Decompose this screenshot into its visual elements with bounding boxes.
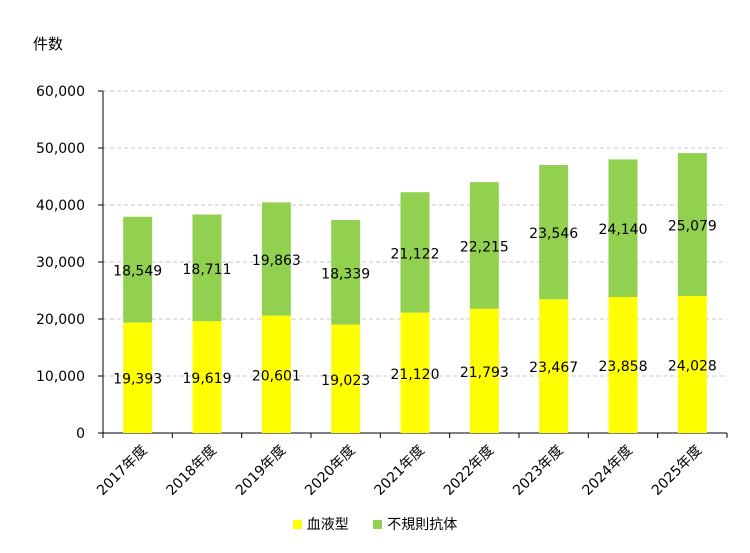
data-label: 18,339 [321,266,370,282]
x-category-label: 2019年度 [233,443,289,499]
x-category-label: 2023年度 [510,443,566,499]
y-tick-label: 60,000 [36,84,85,100]
data-label: 19,023 [321,373,370,389]
bar-segment-irregular-antibody [469,182,499,309]
data-label: 24,028 [668,359,717,375]
y-tick-label: 30,000 [36,255,85,271]
legend-label-blood-type: 血液型 [306,517,349,533]
bar-segment-irregular-antibody [400,192,430,313]
legend-swatch-irregular-antibody [373,519,383,529]
data-label: 21,122 [391,246,440,262]
legend-label-irregular-antibody: 不規則抗体 [387,517,458,533]
data-label: 25,079 [668,219,717,235]
x-category-label: 2025年度 [649,443,705,499]
bar-segment-blood-type [123,322,153,433]
data-label: 18,549 [113,264,162,280]
y-tick-label: 10,000 [36,369,85,385]
data-label: 21,793 [460,365,509,381]
data-label: 20,601 [252,368,301,384]
legend-item-irregular-antibody: 不規則抗体 [373,514,457,534]
y-tick-label: 50,000 [36,141,85,157]
bar-segment-irregular-antibody [331,220,361,325]
legend: 血液型 不規則抗体 [0,514,750,534]
x-category-label: 2020年度 [302,443,358,499]
data-label: 23,546 [529,226,578,242]
bar-segment-irregular-antibody [539,165,569,300]
bar-segment-irregular-antibody [677,153,707,297]
data-label: 24,140 [599,222,648,238]
bar-segment-blood-type [608,297,638,433]
bar-segment-blood-type [331,324,361,433]
legend-item-blood-type: 血液型 [292,514,349,534]
data-label: 21,120 [391,367,440,383]
bar-segment-irregular-antibody [192,214,222,322]
data-label: 23,467 [529,360,578,376]
bar-segment-irregular-antibody [123,216,153,323]
x-category-label: 2018年度 [164,443,220,499]
y-axis-title: 件数 [33,35,64,53]
bar-segment-blood-type [469,308,499,433]
bar-segment-blood-type [677,296,707,433]
data-label: 22,215 [460,239,509,255]
bar-segment-blood-type [192,321,222,433]
bar-segment-blood-type [539,299,569,433]
data-label: 19,863 [252,253,301,269]
legend-swatch-blood-type [292,519,302,529]
data-label: 19,393 [113,372,162,388]
x-category-label: 2017年度 [94,443,150,499]
y-tick-label: 40,000 [36,198,85,214]
data-label: 19,619 [183,371,232,387]
x-category-label: 2021年度 [372,443,428,499]
bar-segment-blood-type [261,315,291,433]
bar-segment-irregular-antibody [608,159,638,298]
x-category-label: 2024年度 [580,443,636,499]
y-tick-label: 20,000 [36,312,85,328]
x-category-label: 2022年度 [441,443,497,499]
bar-segment-irregular-antibody [261,202,291,316]
y-tick-label: 0 [76,426,85,442]
bar-segment-blood-type [400,312,430,433]
data-label: 23,858 [599,359,648,375]
data-label: 18,711 [183,262,232,278]
